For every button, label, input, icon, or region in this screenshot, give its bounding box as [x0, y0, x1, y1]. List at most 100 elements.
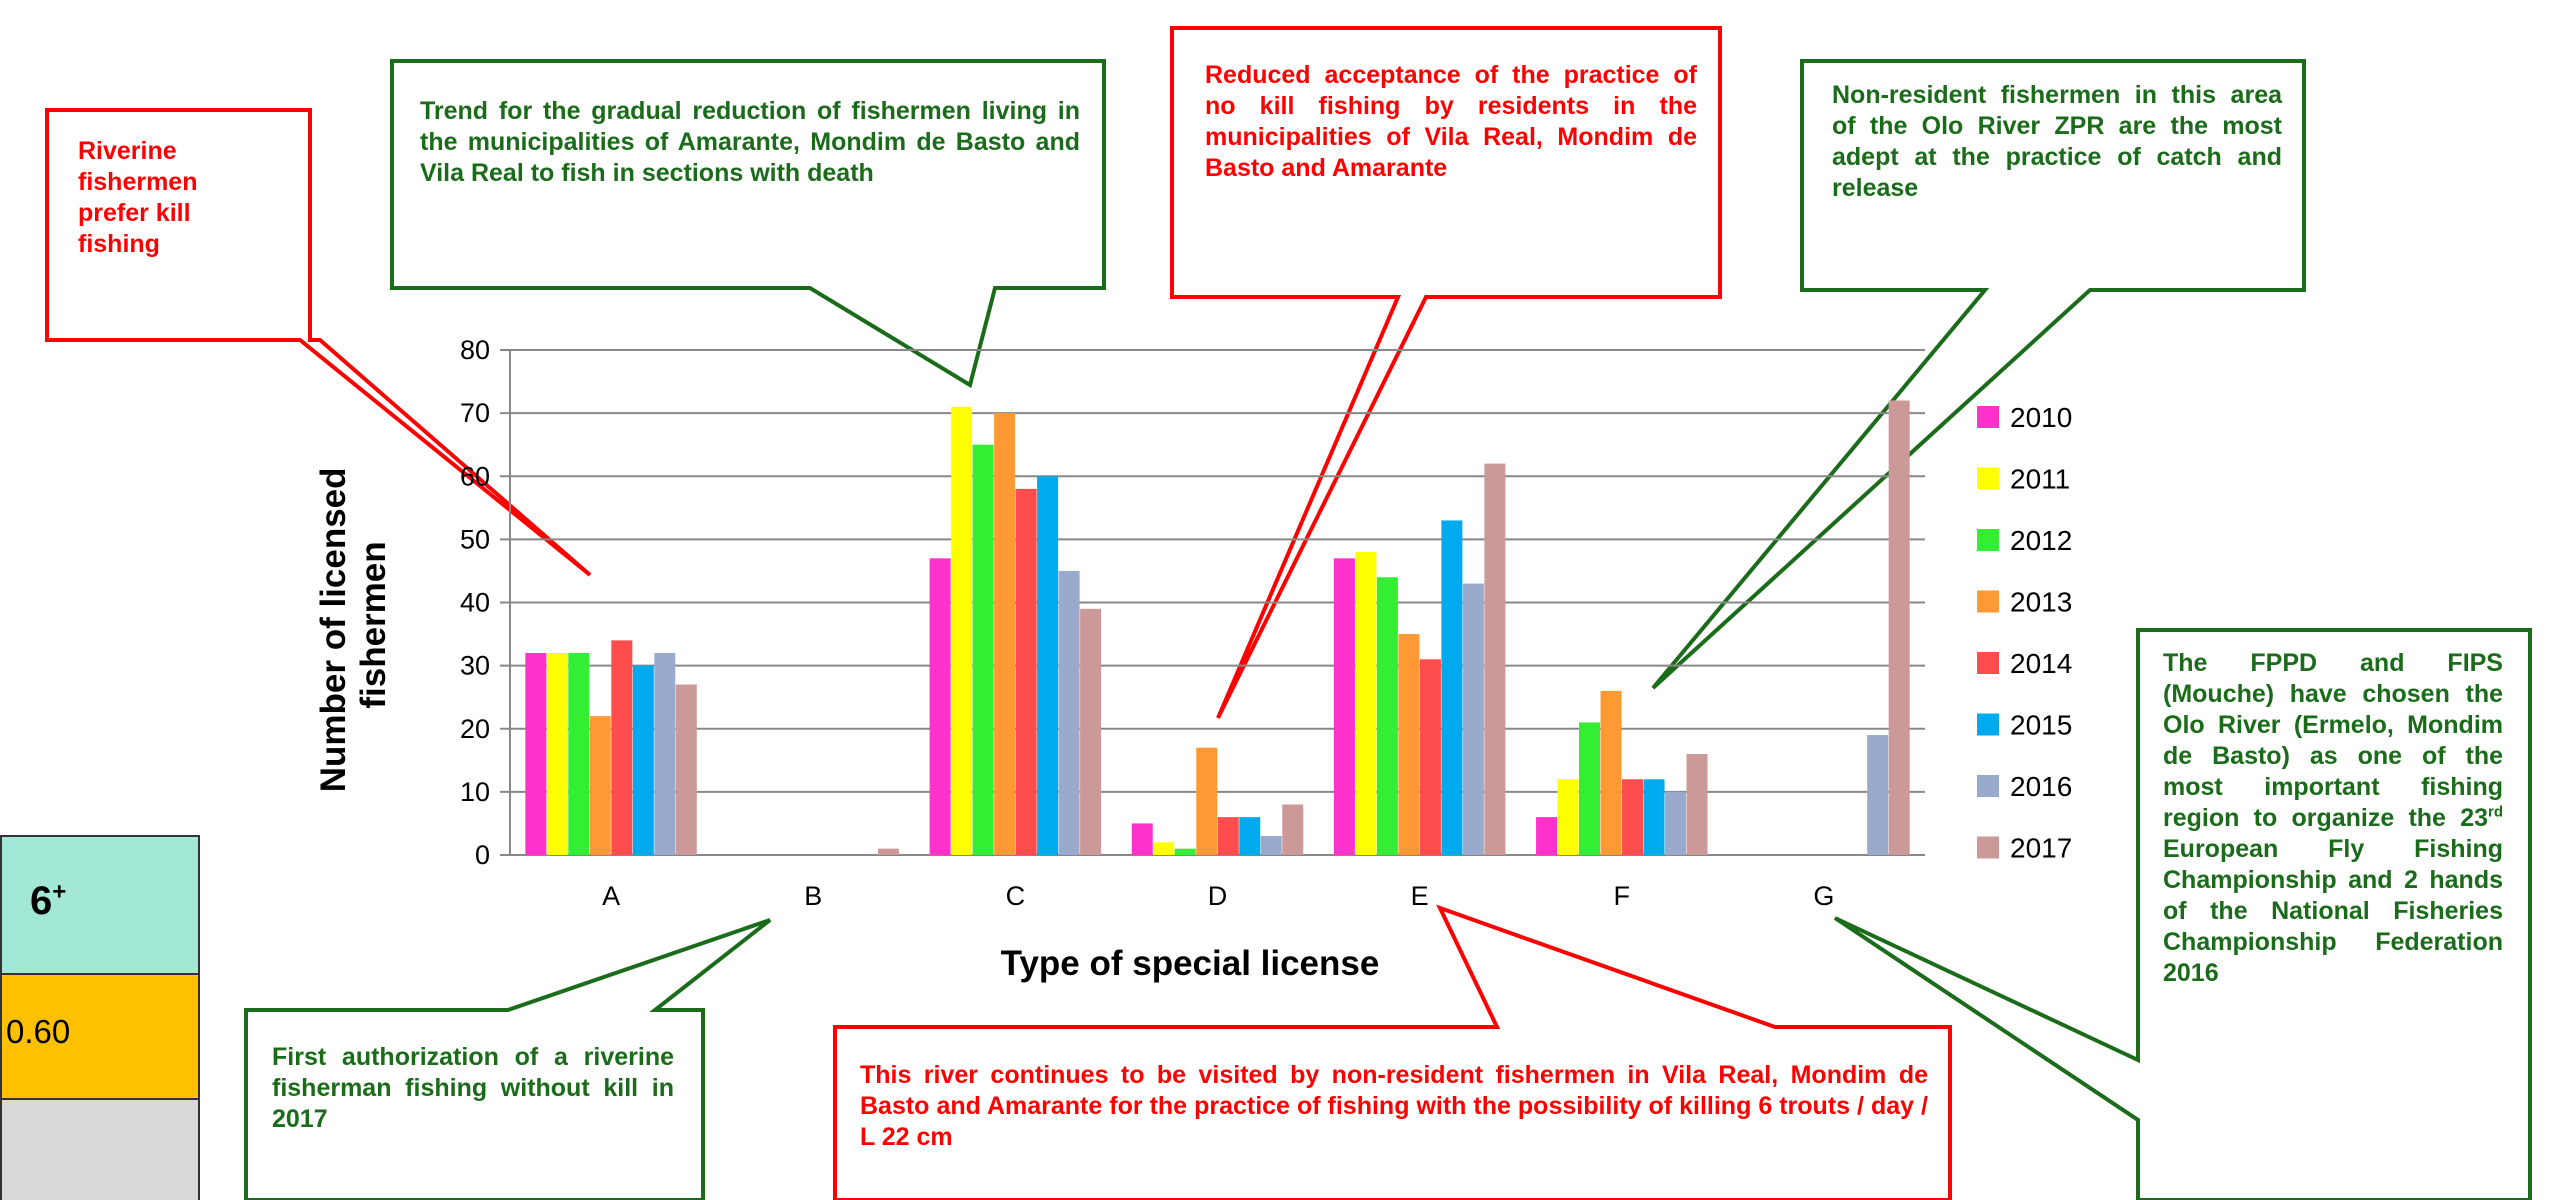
y-axis-label-part1: Number of licensed — [314, 467, 353, 792]
bar-A-2013 — [589, 716, 611, 855]
callout-reduced-shape — [1170, 26, 1722, 719]
bar-F-2012 — [1579, 722, 1601, 855]
table-value-text: 0.60 — [6, 1013, 71, 1050]
bar-D-2014 — [1217, 817, 1239, 855]
y-axis-label-part2: fishermen — [354, 541, 393, 708]
callout-first: First authorization of a riverine fisher… — [272, 1043, 674, 1133]
x-tick-label: C — [1006, 881, 1026, 911]
bar-A-2017 — [675, 684, 697, 855]
legend-swatch-2015 — [1977, 713, 1999, 736]
x-tick-labels: A B C D E F G — [602, 881, 1834, 911]
bar-E-2015 — [1441, 520, 1463, 855]
bar-A-2016 — [654, 653, 676, 855]
bar-E-2011 — [1355, 552, 1377, 855]
bar-F-2014 — [1622, 779, 1644, 855]
callout-fppd: The FPPD and FIPS (Mouche) have chosen t… — [2163, 648, 2503, 989]
y-tick-label: 50 — [460, 524, 490, 554]
legend-swatch-2012 — [1977, 529, 1999, 551]
legend-label: 2017 — [2010, 833, 2072, 864]
bar-C-2016 — [1058, 570, 1080, 855]
bar-G-2017 — [1888, 400, 1910, 855]
bar-E-2013 — [1398, 634, 1420, 855]
y-tick-label: 20 — [460, 714, 490, 744]
bar-F-2015 — [1643, 779, 1665, 855]
y-tick-label: 0 — [475, 840, 490, 870]
callout-riverine-shape — [45, 108, 592, 577]
legend-swatch-2014 — [1977, 652, 1999, 674]
y-tick-label: 10 — [460, 777, 490, 807]
legend-label: 2016 — [2010, 771, 2072, 802]
legend-label: 2015 — [2010, 710, 2072, 741]
bar-D-2011 — [1153, 842, 1175, 855]
bar-D-2013 — [1196, 747, 1218, 855]
bar-C-2014 — [1015, 488, 1037, 855]
bar-E-2010 — [1333, 558, 1355, 855]
chart-bars — [525, 400, 1910, 855]
table-header-cell: 6+ — [0, 835, 200, 975]
legend-label: 2014 — [2010, 648, 2072, 679]
bar-D-2015 — [1239, 817, 1261, 855]
y-tick-label: 60 — [460, 461, 490, 491]
bar-E-2014 — [1419, 659, 1441, 855]
y-tick-label: 80 — [460, 335, 490, 365]
bar-C-2010 — [929, 558, 951, 855]
bar-C-2013 — [994, 413, 1016, 855]
bar-G-2016 — [1867, 735, 1889, 855]
bar-C-2012 — [972, 444, 994, 855]
legend-label: 2013 — [2010, 587, 2072, 618]
bar-E-2017 — [1484, 463, 1506, 855]
callout-fppd-part2: European Fly Fishing Championship and 2 … — [2163, 835, 2503, 987]
legend-swatch-2016 — [1977, 775, 1999, 797]
bar-C-2011 — [951, 406, 973, 855]
bar-F-2010 — [1536, 817, 1558, 855]
callout-trend: Trend for the gradual reduction of fishe… — [420, 97, 1080, 187]
bar-C-2017 — [1080, 608, 1102, 855]
callout-nonresident: Non-resident fishermen in this area of t… — [1832, 81, 2282, 202]
legend-swatch-2013 — [1977, 590, 1999, 613]
callout-fppd-shape — [1833, 628, 2532, 1200]
bar-A-2015 — [632, 665, 654, 855]
callout-nonresident-shape — [1651, 59, 2306, 690]
table-header-text: 6+ — [30, 878, 67, 923]
bar-F-2017 — [1686, 754, 1708, 855]
bar-A-2014 — [611, 640, 633, 855]
callout-continues-shape — [833, 904, 1952, 1200]
x-tick-label: B — [804, 881, 822, 911]
legend-swatch-2011 — [1977, 467, 1999, 490]
bar-F-2013 — [1600, 690, 1622, 855]
y-tick-label: 70 — [460, 398, 490, 428]
bar-A-2011 — [546, 653, 568, 855]
callout-reduced: Reduced acceptance of the practice of no… — [1205, 61, 1697, 182]
y-tick-labels: 0 10 20 30 40 50 60 70 80 — [460, 335, 490, 870]
chart-legend: 2010 2011 2012 2013 2014 2015 2016 2017 — [1977, 402, 2072, 864]
legend-swatch-2017 — [1977, 836, 1999, 859]
bar-D-2010 — [1131, 823, 1153, 855]
y-tick-label: 30 — [460, 651, 490, 681]
table-empty-cell — [0, 1100, 200, 1200]
bar-A-2010 — [525, 653, 547, 855]
bar-D-2017 — [1282, 804, 1304, 855]
callout-fppd-part1: The FPPD and FIPS (Mouche) have chosen t… — [2163, 649, 2503, 832]
bar-E-2016 — [1462, 583, 1484, 855]
bar-C-2015 — [1037, 476, 1059, 855]
y-axis-label-line1: Number of licensed fishermen — [314, 458, 393, 793]
bar-E-2012 — [1376, 577, 1398, 855]
bar-D-2016 — [1260, 836, 1282, 855]
callout-shapes — [45, 26, 2532, 1200]
y-tick-label: 40 — [460, 588, 490, 618]
legend-label: 2012 — [2010, 525, 2072, 556]
bar-F-2016 — [1665, 791, 1687, 855]
x-tick-label: G — [1813, 881, 1834, 911]
x-tick-label: D — [1208, 881, 1228, 911]
callout-riverine: Riverine fishermen prefer kill fishing — [78, 137, 198, 258]
legend-label: 2011 — [2010, 464, 2070, 495]
x-tick-label: A — [602, 881, 620, 911]
bar-F-2011 — [1557, 779, 1579, 855]
x-tick-label: E — [1411, 881, 1429, 911]
bar-D-2012 — [1174, 848, 1196, 855]
x-tick-label: F — [1614, 881, 1631, 911]
x-axis-label: Type of special license — [1001, 944, 1380, 983]
table-value-cell: 0.60 — [0, 975, 200, 1100]
bar-A-2012 — [568, 653, 590, 855]
